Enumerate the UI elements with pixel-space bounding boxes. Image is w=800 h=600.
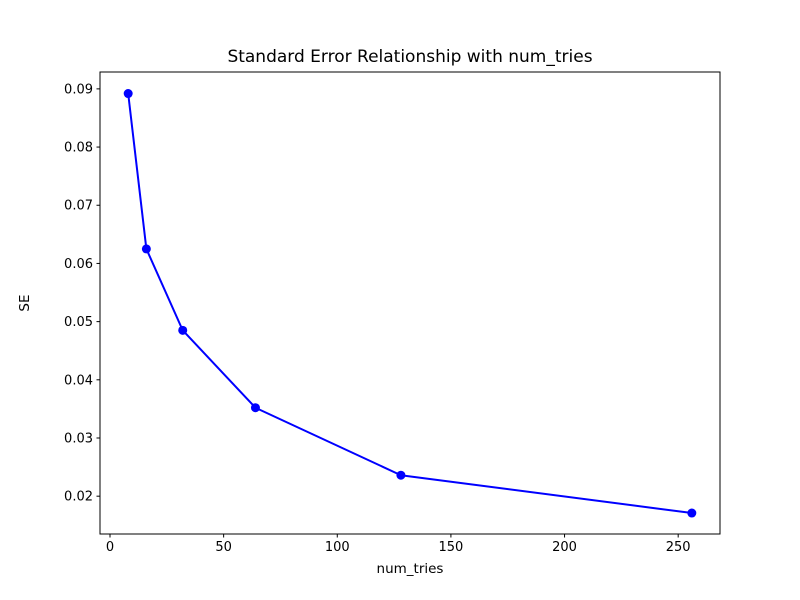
- data-point: [123, 89, 133, 99]
- y-tick-label: 0.02: [64, 490, 93, 505]
- plot-area: 0 50 100 150 200 250 0.02 0.03 0.04 0.05 0.06 0.07 0…: [64, 71, 721, 555]
- x-tick-label: 100: [325, 540, 350, 555]
- data-line: [127, 92, 693, 515]
- x-axis-label: num_tries: [377, 561, 444, 577]
- data-point: [178, 325, 188, 335]
- y-axis-label: SE: [17, 294, 33, 311]
- y-tick-label: 0.07: [64, 199, 93, 214]
- axes-frame: [99, 71, 721, 535]
- y-tick-label: 0.05: [64, 315, 93, 330]
- x-tick-label: 50: [215, 540, 232, 555]
- data-point: [687, 508, 697, 518]
- data-point: [141, 244, 151, 254]
- x-tick-label: 200: [552, 540, 577, 555]
- chart-title: Standard Error Relationship with num_tri…: [227, 47, 592, 67]
- x-tick-label: 150: [438, 540, 463, 555]
- x-tick-label: 250: [666, 540, 691, 555]
- data-point: [396, 470, 406, 480]
- data-point: [250, 403, 260, 413]
- y-tick-label: 0.04: [64, 373, 93, 388]
- y-tick-label: 0.09: [64, 82, 93, 97]
- y-tick-label: 0.06: [64, 257, 93, 272]
- y-tick-label: 0.08: [64, 141, 93, 156]
- x-tick-label: 0: [106, 540, 114, 555]
- y-tick-label: 0.03: [64, 431, 93, 446]
